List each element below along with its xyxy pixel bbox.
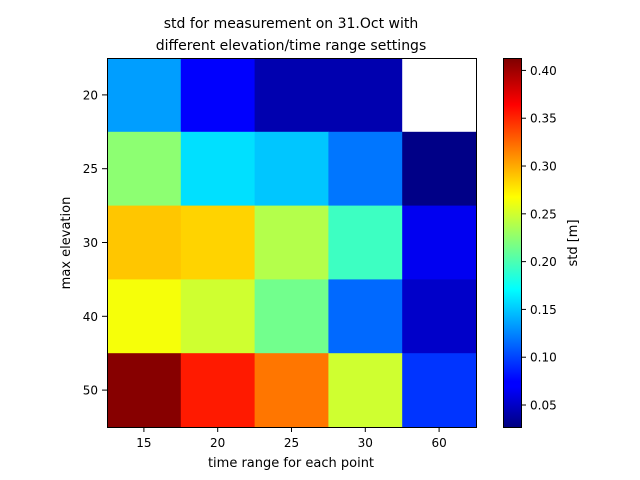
heatmap-cell-30-15: [107, 205, 182, 280]
colorbar-tick-label: 0.15: [530, 303, 557, 317]
heatmap-cell-40-60: [402, 279, 477, 354]
x-tick-label: 15: [136, 436, 151, 450]
chart-title-line-1: std for measurement on 31.Oct with: [164, 16, 418, 32]
colorbar-tick-label: 0.35: [530, 112, 557, 126]
x-tick-label: 25: [284, 436, 299, 450]
heatmap-cell-50-60: [402, 353, 477, 428]
heatmap-cell-40-15: [107, 279, 182, 354]
x-axis-label: time range for each point: [208, 456, 374, 471]
y-tick-label: 40: [83, 310, 98, 324]
heatmap-cell-25-25: [254, 131, 329, 207]
colorbar-label: std [m]: [566, 219, 581, 266]
chart-title-line-2: different elevation/time range settings: [156, 38, 427, 54]
colorbar-tick-label: 0.20: [530, 255, 557, 269]
x-tick-label: 30: [358, 436, 373, 450]
y-tick-label: 50: [83, 384, 98, 398]
colorbar: [503, 58, 522, 428]
heatmap-cell-40-25: [254, 279, 329, 354]
colorbar-tick-label: 0.25: [530, 207, 557, 221]
heatmap-cell-20-30: [328, 58, 403, 133]
x-axis-ticks: 15 20 25 30 60: [136, 427, 447, 450]
colorbar-tick-label: 0.40: [530, 64, 557, 78]
heatmap-cell-25-20: [180, 131, 256, 207]
heatmap-cell-25-60: [402, 131, 477, 207]
heatmap-cell-25-30: [328, 131, 403, 207]
x-tick-label: 20: [210, 436, 225, 450]
y-tick-label: 20: [83, 88, 98, 102]
heatmap-cell-25-15: [107, 131, 182, 207]
heatmap-cell-30-30: [328, 205, 403, 280]
colorbar-tick-label: 0.05: [530, 399, 557, 413]
heatmap-cell-20-25: [254, 58, 329, 133]
colorbar-ticks: 0.05 0.10 0.15 0.20 0.25 0.30 0.35 0.40: [521, 64, 557, 413]
heatmap-cells: [107, 58, 477, 428]
heatmap-cell-20-15: [107, 58, 182, 133]
heatmap-cell-50-25: [254, 353, 329, 428]
heatmap-cell-30-20: [180, 205, 256, 280]
y-tick-label: 25: [83, 162, 98, 176]
heatmap-cell-50-15: [107, 353, 182, 428]
y-tick-label: 30: [83, 236, 98, 250]
heatmap-cell-40-30: [328, 279, 403, 354]
heatmap-cell-40-20: [180, 279, 256, 354]
heatmap-cell-30-25: [254, 205, 329, 280]
heatmap-cell-20-20: [180, 58, 256, 133]
heatmap-cell-50-20: [180, 353, 256, 428]
colorbar-tick-label: 0.10: [530, 351, 557, 365]
y-axis-label: max elevation: [59, 197, 74, 290]
heatmap-cell-20-60: [402, 58, 477, 133]
x-tick-label: 60: [431, 436, 446, 450]
heatmap-cell-50-30: [328, 353, 403, 428]
heatmap-cell-30-60: [402, 205, 477, 280]
y-axis-ticks: 20 25 30 40 50: [83, 88, 107, 398]
colorbar-tick-label: 0.30: [530, 160, 557, 174]
